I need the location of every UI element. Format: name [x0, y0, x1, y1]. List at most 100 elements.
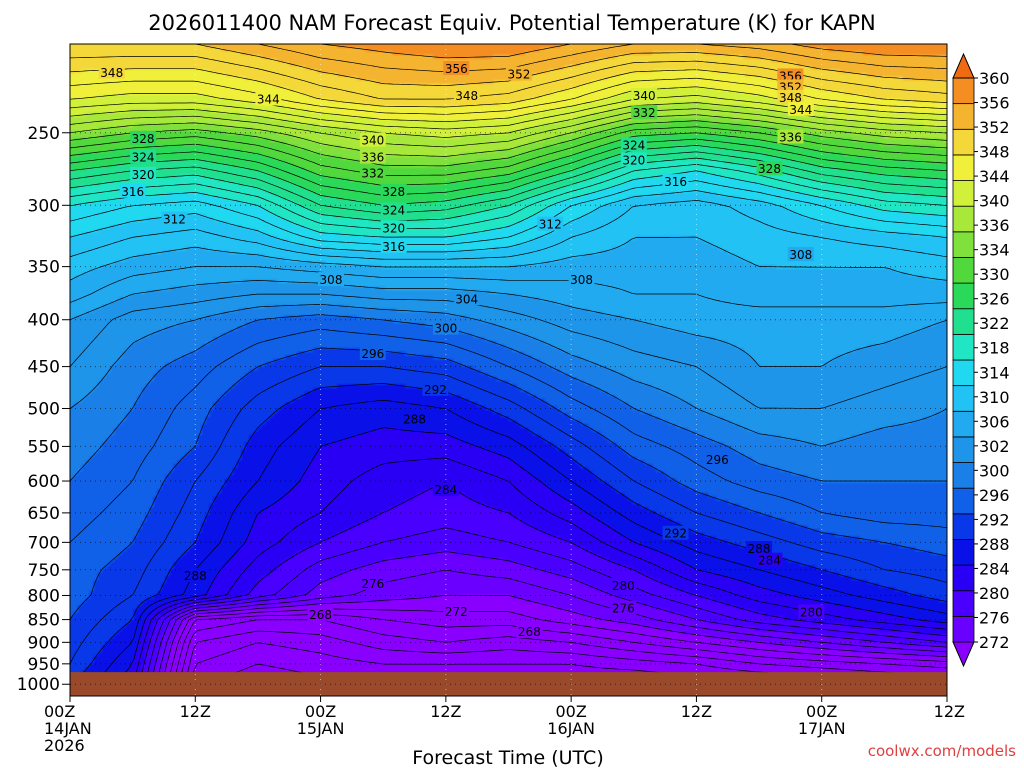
contour-label: 332 — [633, 106, 656, 120]
contour-label: 304 — [455, 292, 478, 306]
colorbar-swatch — [952, 539, 975, 566]
colorbar-label: 334 — [979, 241, 1010, 260]
colorbar-label: 306 — [979, 412, 1010, 431]
y-tick-label: 500 — [28, 400, 60, 420]
contour-label-bg — [787, 247, 814, 262]
colorbar-swatch — [952, 333, 975, 361]
colorbar-label: 272 — [979, 633, 1010, 652]
contour-label-bg — [453, 291, 480, 306]
contour-label-bg — [453, 88, 480, 103]
colorbar-swatch — [952, 436, 975, 463]
colorbar-swatch — [952, 564, 975, 592]
contour-label: 336 — [361, 150, 384, 164]
contour-label-bg — [610, 577, 637, 592]
colorbar-swatch — [952, 205, 975, 233]
y-tick-label: 400 — [28, 311, 60, 331]
contour-lines — [70, 44, 947, 696]
contour-label: 328 — [758, 162, 781, 176]
colorbar-swatch — [952, 257, 975, 284]
x-tick-label: 16JAN — [547, 719, 595, 738]
x-tick-label: 12Z — [934, 702, 965, 721]
contour-label: 284 — [758, 554, 781, 568]
contour-label-bg — [704, 451, 731, 466]
x-tick-label: 00Z — [305, 702, 336, 721]
y-tick-label: 600 — [28, 472, 60, 492]
colorbar-min-arrow — [952, 641, 975, 668]
contour-label-bg — [777, 129, 804, 144]
colorbar-label: 314 — [979, 363, 1010, 382]
contour-label-bg — [505, 66, 532, 81]
y-tick-label: 550 — [28, 437, 60, 457]
y-tick-label: 350 — [28, 258, 60, 278]
contour-label: 320 — [622, 153, 645, 167]
contour-label: 272 — [445, 605, 468, 619]
contour-344 — [70, 86, 947, 123]
contour-label: 340 — [633, 89, 656, 103]
colorbar-legend: 272 276 280 284 288 292 296 300 302 306 310 314 318 3… — [952, 52, 1010, 668]
colorbar-label: 280 — [979, 584, 1010, 603]
contour-label-bg — [182, 568, 209, 583]
colorbar-max-arrow — [952, 52, 975, 79]
contour-label: 316 — [664, 175, 687, 189]
colorbar-swatch — [952, 359, 975, 387]
colorbar-swatch — [952, 180, 975, 207]
contour-label-bg — [443, 604, 470, 619]
contour-label: 308 — [570, 273, 593, 287]
x-tick-label: 00Z — [555, 702, 586, 721]
y-tick-label: 950 — [28, 655, 60, 675]
contour-284 — [140, 481, 947, 696]
contour-label-bg — [620, 152, 647, 167]
x-tick-label: 15JAN — [297, 719, 345, 738]
contour-label-bg — [620, 137, 647, 152]
contour-label-bg — [798, 604, 825, 619]
contour-label-bg — [568, 272, 595, 287]
y-tick-label: 250 — [28, 124, 60, 144]
x-tick-label: 00Z — [806, 702, 837, 721]
contour-label-bg — [130, 166, 157, 181]
contour-label: 324 — [382, 204, 405, 218]
contour-label: 308 — [789, 248, 812, 262]
x-tick-label: 17JAN — [798, 719, 846, 738]
contour-label: 348 — [455, 89, 478, 103]
colorbar-label: 302 — [979, 437, 1010, 456]
x-tick-label: 12Z — [180, 702, 211, 721]
contour-label-bg — [432, 482, 459, 497]
colorbar-label: 276 — [979, 608, 1010, 627]
contour-label: 324 — [132, 150, 155, 164]
contour-328 — [70, 138, 947, 196]
colorbar-label: 300 — [979, 461, 1010, 480]
contour-298 — [70, 328, 947, 543]
y-tick-label: 800 — [28, 586, 60, 606]
colorbar-label: 310 — [979, 388, 1010, 407]
contour-label-bg — [380, 238, 407, 253]
contour-label-bg — [380, 202, 407, 217]
contour-label-bg — [777, 89, 804, 104]
contour-label: 340 — [361, 134, 384, 148]
contour-label: 292 — [664, 527, 687, 541]
contour-label: 288 — [403, 412, 426, 426]
contour-label-bg — [359, 149, 386, 164]
contour-334 — [70, 120, 947, 167]
colorbar-label: 330 — [979, 265, 1010, 284]
contour-label-bg — [359, 165, 386, 180]
contour-338 — [70, 108, 947, 148]
contour-label-bg — [422, 381, 449, 396]
contour-label-bg — [756, 161, 783, 176]
colorbar-swatch — [952, 590, 975, 617]
contour-label-bg — [98, 64, 125, 79]
grid-lines — [70, 44, 947, 696]
contour-label-bg — [662, 174, 689, 189]
x-tick-label: 12Z — [430, 702, 461, 721]
colorbar-label: 344 — [979, 167, 1010, 186]
contour-label-bg — [359, 132, 386, 147]
contour-label: 312 — [539, 218, 562, 232]
colorbar-swatch — [952, 77, 975, 105]
contour-316 — [70, 180, 947, 245]
colorbar-label: 340 — [979, 192, 1010, 211]
contour-278 — [157, 569, 947, 696]
contour-label: 288 — [748, 542, 771, 556]
contour-label-bg — [359, 575, 386, 590]
contour-326 — [70, 145, 947, 206]
contour-330 — [70, 132, 947, 186]
